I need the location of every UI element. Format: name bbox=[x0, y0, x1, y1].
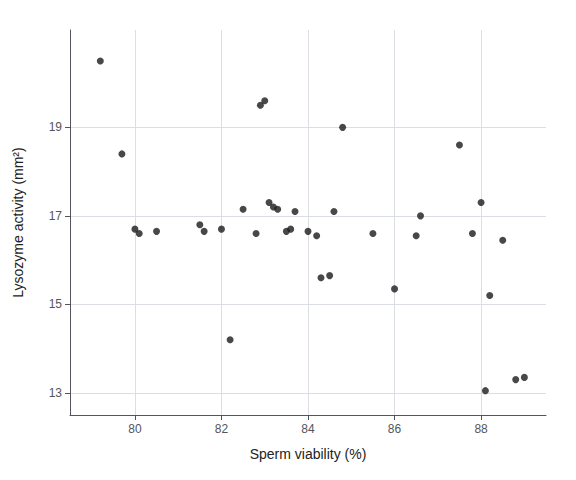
svg-text:13: 13 bbox=[49, 386, 63, 400]
svg-text:82: 82 bbox=[215, 422, 229, 436]
svg-text:86: 86 bbox=[388, 422, 402, 436]
svg-text:17: 17 bbox=[49, 209, 63, 223]
svg-text:19: 19 bbox=[49, 120, 63, 134]
svg-text:Lysozyme activity (mm²): Lysozyme activity (mm²) bbox=[10, 147, 26, 297]
svg-text:88: 88 bbox=[474, 422, 488, 436]
svg-text:15: 15 bbox=[49, 297, 63, 311]
svg-text:80: 80 bbox=[128, 422, 142, 436]
svg-text:84: 84 bbox=[301, 422, 315, 436]
svg-text:Sperm viability (%): Sperm viability (%) bbox=[250, 446, 367, 462]
